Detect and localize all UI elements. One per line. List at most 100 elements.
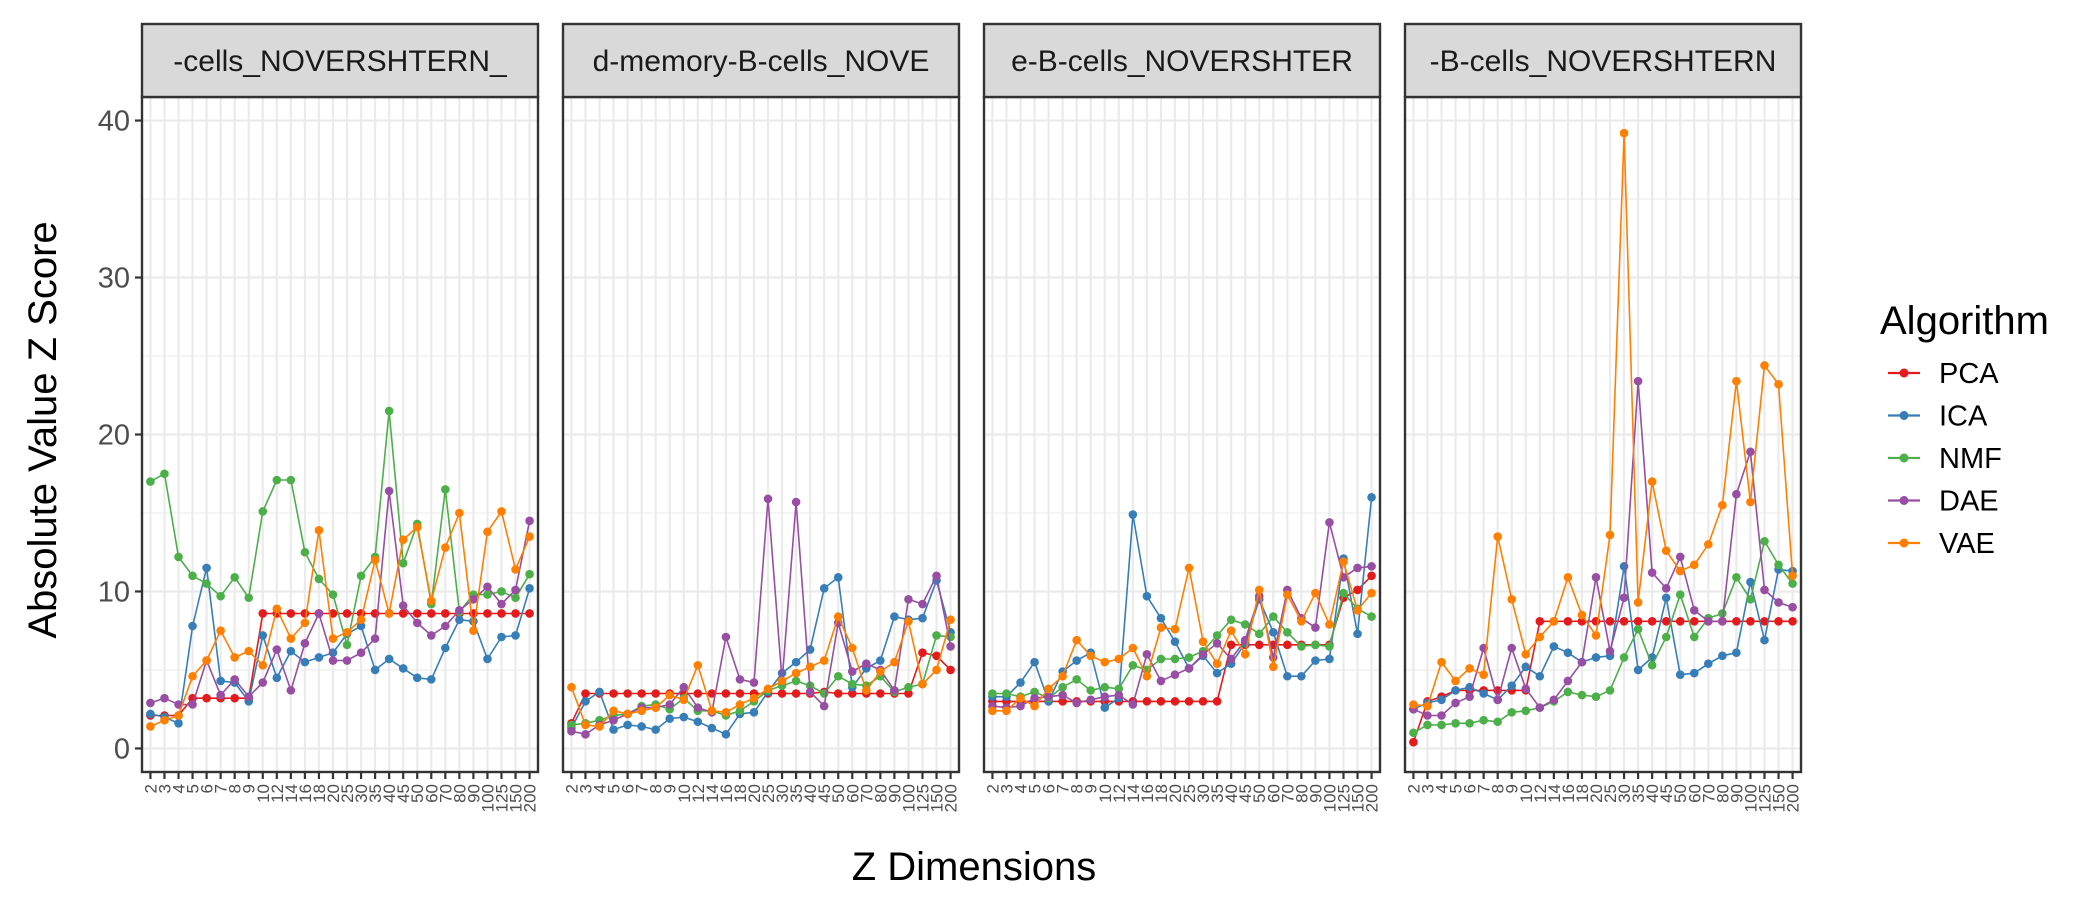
data-point-dae xyxy=(679,682,689,692)
data-point-ica xyxy=(637,722,646,731)
data-point-dae xyxy=(1760,585,1769,595)
panel-2: d-memory-B-cells_NOVE2345678910121416182… xyxy=(561,22,961,812)
x-axis-title: Z Dimensions xyxy=(852,845,1097,889)
data-point-ica xyxy=(1142,591,1152,601)
x-tick-label: 60 xyxy=(422,784,441,803)
data-point-dae xyxy=(1661,584,1671,593)
data-point-ica xyxy=(623,720,632,730)
data-point-vae xyxy=(1760,361,1769,370)
data-point-vae xyxy=(609,706,618,716)
data-point-vae xyxy=(1591,631,1601,640)
data-point-vae xyxy=(805,662,815,672)
data-point-dae xyxy=(1563,676,1573,686)
data-point-vae xyxy=(833,612,843,621)
data-point-vae xyxy=(300,618,310,628)
data-point-ica xyxy=(174,719,183,728)
x-tick-label: 25 xyxy=(1180,784,1199,803)
data-point-nmf xyxy=(1311,640,1320,650)
x-tick-label: 7 xyxy=(212,784,231,793)
x-tick-label: 35 xyxy=(1629,784,1648,803)
x-tick-label: 90 xyxy=(1306,784,1325,803)
data-point-ica xyxy=(412,673,422,683)
data-point-vae xyxy=(581,720,590,730)
data-point-vae xyxy=(567,682,576,692)
series-line-dae xyxy=(150,490,531,706)
data-point-dae xyxy=(1325,518,1334,527)
data-point-ica xyxy=(1325,654,1334,664)
data-point-vae xyxy=(272,604,282,614)
data-point-nmf xyxy=(1170,654,1180,664)
data-point-vae xyxy=(1226,626,1236,636)
data-point-vae xyxy=(665,690,675,700)
data-point-nmf xyxy=(1128,660,1138,670)
series-line-ica xyxy=(570,575,952,736)
x-tick-label: 80 xyxy=(450,784,469,803)
data-point-vae xyxy=(356,615,366,625)
x-tick-label: 14 xyxy=(703,784,722,803)
x-tick-label: 3 xyxy=(998,784,1017,793)
data-point-dae xyxy=(1184,664,1194,673)
data-point-ica xyxy=(1535,671,1545,681)
x-tick-label: 16 xyxy=(1138,784,1157,803)
data-point-dae xyxy=(890,686,899,695)
x-tick-label: 50 xyxy=(1671,784,1690,803)
data-point-dae xyxy=(188,700,197,709)
x-tick-label: 20 xyxy=(1166,784,1185,803)
x-tick-label: 70 xyxy=(1278,784,1297,803)
series-line-ica xyxy=(150,567,531,725)
data-point-ica xyxy=(1437,695,1446,705)
data-point-nmf xyxy=(1114,684,1124,694)
data-point-ica xyxy=(609,725,618,734)
data-point-dae xyxy=(1058,690,1067,700)
data-point-ica xyxy=(1479,689,1488,698)
x-tick-label: 16 xyxy=(296,784,315,803)
x-tick-label: 100 xyxy=(478,784,497,812)
x-tick-label: 14 xyxy=(1124,784,1143,803)
data-point-vae xyxy=(1212,659,1222,668)
data-point-ica xyxy=(300,657,310,667)
data-point-vae xyxy=(1058,671,1067,681)
data-point-ica xyxy=(455,615,464,625)
data-point-ica xyxy=(398,664,408,673)
x-tick-label: 18 xyxy=(1152,784,1171,803)
data-point-vae xyxy=(1353,606,1362,615)
data-point-vae xyxy=(1409,700,1418,709)
x-tick-label: 125 xyxy=(914,784,933,812)
data-point-vae xyxy=(426,596,436,606)
data-point-vae xyxy=(763,684,773,694)
x-tick-label: 125 xyxy=(1335,784,1354,812)
data-point-ica xyxy=(1311,656,1320,665)
y-tick-label: 20 xyxy=(98,420,130,452)
facet-strip-label: -B-cells_NOVERSHTERN xyxy=(1430,45,1777,78)
x-tick-label: 6 xyxy=(619,784,638,793)
data-point-dae xyxy=(1156,676,1166,686)
x-tick-label: 18 xyxy=(310,784,329,803)
data-point-nmf xyxy=(202,579,211,588)
x-tick-label: 10 xyxy=(1096,784,1115,803)
x-tick-label: 150 xyxy=(1770,784,1789,812)
data-point-pca xyxy=(721,689,731,698)
legend-title: Algorithm xyxy=(1880,299,2049,343)
data-point-vae xyxy=(174,711,183,720)
data-point-nmf xyxy=(1605,686,1615,695)
data-point-dae xyxy=(244,692,254,701)
data-point-dae xyxy=(1311,623,1320,632)
x-tick-label: 9 xyxy=(240,784,259,793)
data-point-ica xyxy=(890,612,899,621)
data-point-ica xyxy=(707,723,717,733)
data-point-dae xyxy=(918,599,927,609)
data-point-ica xyxy=(1689,668,1699,678)
data-point-vae xyxy=(623,709,632,719)
x-tick-label: 200 xyxy=(942,784,961,812)
data-point-pca xyxy=(441,609,450,618)
panel-4: -B-cells_NOVERSHTERN23456789101214161820… xyxy=(1403,22,1803,812)
legend-item-vae: VAE xyxy=(1888,528,1995,560)
data-point-pca xyxy=(230,693,239,703)
data-point-vae xyxy=(847,643,857,653)
series-group xyxy=(1409,128,1797,747)
data-point-nmf xyxy=(1283,627,1292,637)
x-tick-label: 6 xyxy=(1461,784,1480,793)
data-point-vae xyxy=(1156,623,1166,632)
data-point-vae xyxy=(1788,571,1797,581)
